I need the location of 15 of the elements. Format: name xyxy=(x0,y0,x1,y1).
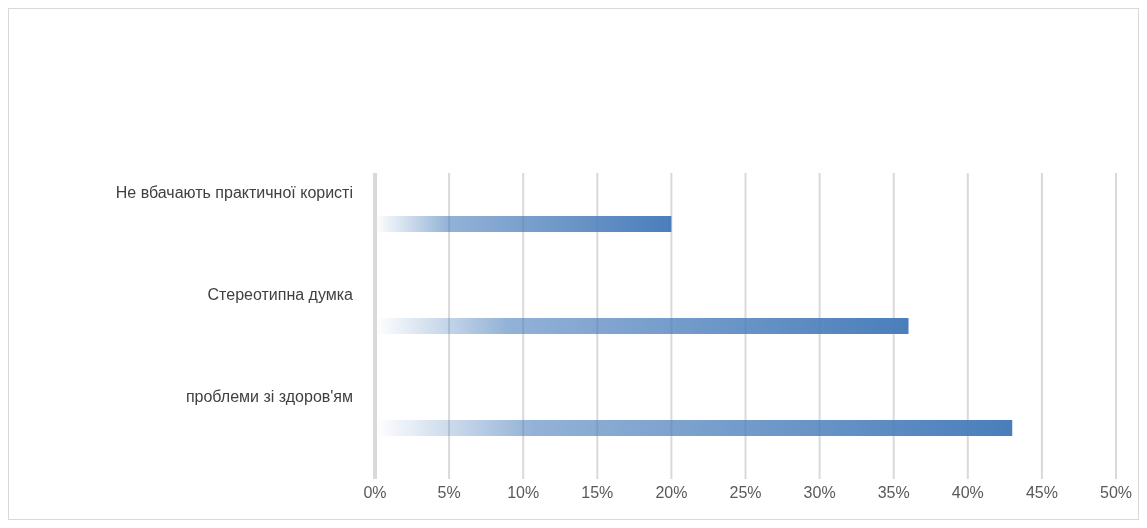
x-tick-label: 45% xyxy=(1025,484,1058,502)
x-tick-label: 0% xyxy=(363,484,387,502)
x-tick-label: 40% xyxy=(951,484,984,502)
x-tick-label: 20% xyxy=(655,484,688,502)
y-tick-label: Не вбачають практичної користі xyxy=(115,184,353,201)
y-tick-label: проблеми зі здоров'ям xyxy=(185,388,353,405)
x-tick-label: 50% xyxy=(1099,484,1133,502)
x-tick-label: 15% xyxy=(581,484,614,502)
x-tick-label: 35% xyxy=(877,484,910,502)
x-tick-label: 10% xyxy=(507,484,540,502)
y-tick-label: Стереотипна думка xyxy=(207,286,354,303)
x-tick-label: 5% xyxy=(437,484,461,502)
bar xyxy=(375,216,672,232)
x-tick-label: 25% xyxy=(729,484,762,502)
x-tick-label: 30% xyxy=(803,484,836,502)
